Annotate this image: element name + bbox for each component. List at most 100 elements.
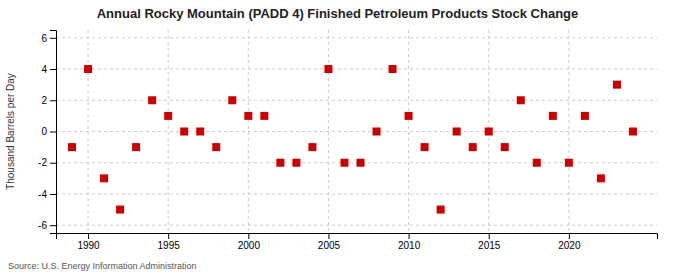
- y-axis-line: [50, 31, 57, 234]
- y-tick-label: -6: [38, 220, 47, 231]
- x-tick-mark: [328, 233, 329, 239]
- square-point: [340, 159, 348, 167]
- x-tick: 2005: [318, 233, 341, 251]
- y-grid-line: [56, 37, 657, 38]
- y-axis-label: Thousand Barrels per Day: [5, 73, 16, 190]
- square-point: [421, 143, 429, 151]
- y-tick-label: 0: [41, 126, 47, 137]
- y-grid-line: [56, 69, 657, 70]
- y-tick: 6: [41, 33, 56, 44]
- square-point: [68, 143, 76, 151]
- y-tick-mark: [50, 132, 56, 133]
- x-tick-label: 2010: [398, 240, 421, 251]
- x-tick-mark: [88, 233, 89, 239]
- square-point: [116, 206, 124, 214]
- square-point: [517, 96, 525, 104]
- square-point: [597, 174, 605, 182]
- square-point: [565, 159, 573, 167]
- y-grid-line: [56, 225, 657, 226]
- x-tick-label: 2005: [318, 240, 341, 251]
- x-grid-line: [248, 30, 249, 233]
- x-tick: 2010: [398, 233, 421, 251]
- grid: [56, 30, 657, 233]
- x-tick-label: 2020: [558, 240, 581, 251]
- y-tick-label: 2: [41, 95, 47, 106]
- x-tick-label: 1995: [158, 240, 181, 251]
- y-tick-label: 4: [41, 64, 47, 75]
- points: [68, 65, 637, 214]
- y-tick-mark: [50, 225, 56, 226]
- x-grid-line: [408, 30, 409, 233]
- square-point: [549, 112, 557, 120]
- square-point: [581, 112, 589, 120]
- square-point: [100, 174, 108, 182]
- chart-svg: 1990 1995 2000 2005 2010 2015 2020 -6 -4 -2 0 2 4 6 An…: [0, 0, 675, 275]
- square-point: [196, 128, 204, 136]
- y-tick-label: -2: [38, 157, 47, 168]
- x-grid-line: [168, 30, 169, 233]
- y-tick-mark: [50, 100, 56, 101]
- y-tick: -6: [38, 220, 56, 231]
- square-point: [180, 128, 188, 136]
- y-tick-label: -4: [38, 189, 47, 200]
- x-grid-line: [568, 30, 569, 233]
- y-tick-label: 6: [41, 33, 47, 44]
- square-point: [405, 112, 413, 120]
- y-tick-mark: [50, 194, 56, 195]
- y-grid-line: [56, 193, 657, 194]
- square-point: [501, 143, 509, 151]
- x-grid-line: [88, 30, 89, 233]
- square-point: [276, 159, 284, 167]
- y-grid-line: [56, 100, 657, 101]
- x-tick: 2020: [558, 233, 581, 251]
- x-tick-mark: [409, 233, 410, 239]
- x-axis-line: [57, 234, 658, 240]
- x-axis: 1990 1995 2000 2005 2010 2015 2020: [57, 233, 658, 251]
- y-tick: -4: [38, 189, 56, 200]
- source-annotation: Source: U.S. Energy Information Administ…: [8, 261, 197, 271]
- y-grid-line: [56, 131, 657, 132]
- y-tick-mark: [50, 163, 56, 164]
- x-tick: 1995: [158, 233, 181, 251]
- square-point: [453, 128, 461, 136]
- y-tick-mark: [50, 38, 56, 39]
- y-tick: -2: [38, 157, 56, 168]
- square-point: [357, 159, 365, 167]
- x-tick-mark: [168, 233, 169, 239]
- y-tick: 4: [41, 64, 56, 75]
- square-point: [84, 65, 92, 73]
- square-point: [437, 206, 445, 214]
- square-point: [148, 96, 156, 104]
- x-tick-mark: [569, 233, 570, 239]
- x-grid-line: [328, 30, 329, 233]
- plot-area: 1990 1995 2000 2005 2010 2015 2020 -6 -4 -2 0 2 4 6: [38, 30, 657, 251]
- x-tick-label: 1990: [77, 240, 100, 251]
- x-tick-label: 2000: [238, 240, 261, 251]
- square-point: [308, 143, 316, 151]
- square-point: [613, 81, 621, 89]
- x-tick-mark: [248, 233, 249, 239]
- x-tick: 1990: [77, 233, 100, 251]
- square-point: [228, 96, 236, 104]
- square-point: [389, 65, 397, 73]
- title: Annual Rocky Mountain (PADD 4) Finished …: [97, 6, 579, 21]
- square-point: [132, 143, 140, 151]
- square-point: [485, 128, 493, 136]
- square-point: [164, 112, 172, 120]
- square-point: [324, 65, 332, 73]
- y-tick: 0: [41, 126, 56, 137]
- y-tick-mark: [50, 69, 56, 70]
- square-point: [629, 128, 637, 136]
- square-point: [373, 128, 381, 136]
- square-point: [244, 112, 252, 120]
- square-point: [292, 159, 300, 167]
- square-point: [533, 159, 541, 167]
- x-tick-label: 2015: [478, 240, 501, 251]
- y-axis: -6 -4 -2 0 2 4 6: [38, 31, 56, 234]
- x-tick: 2015: [478, 233, 501, 251]
- square-point: [212, 143, 220, 151]
- square-point: [469, 143, 477, 151]
- x-tick-mark: [489, 233, 490, 239]
- square-point: [260, 112, 268, 120]
- x-tick: 2000: [238, 233, 261, 251]
